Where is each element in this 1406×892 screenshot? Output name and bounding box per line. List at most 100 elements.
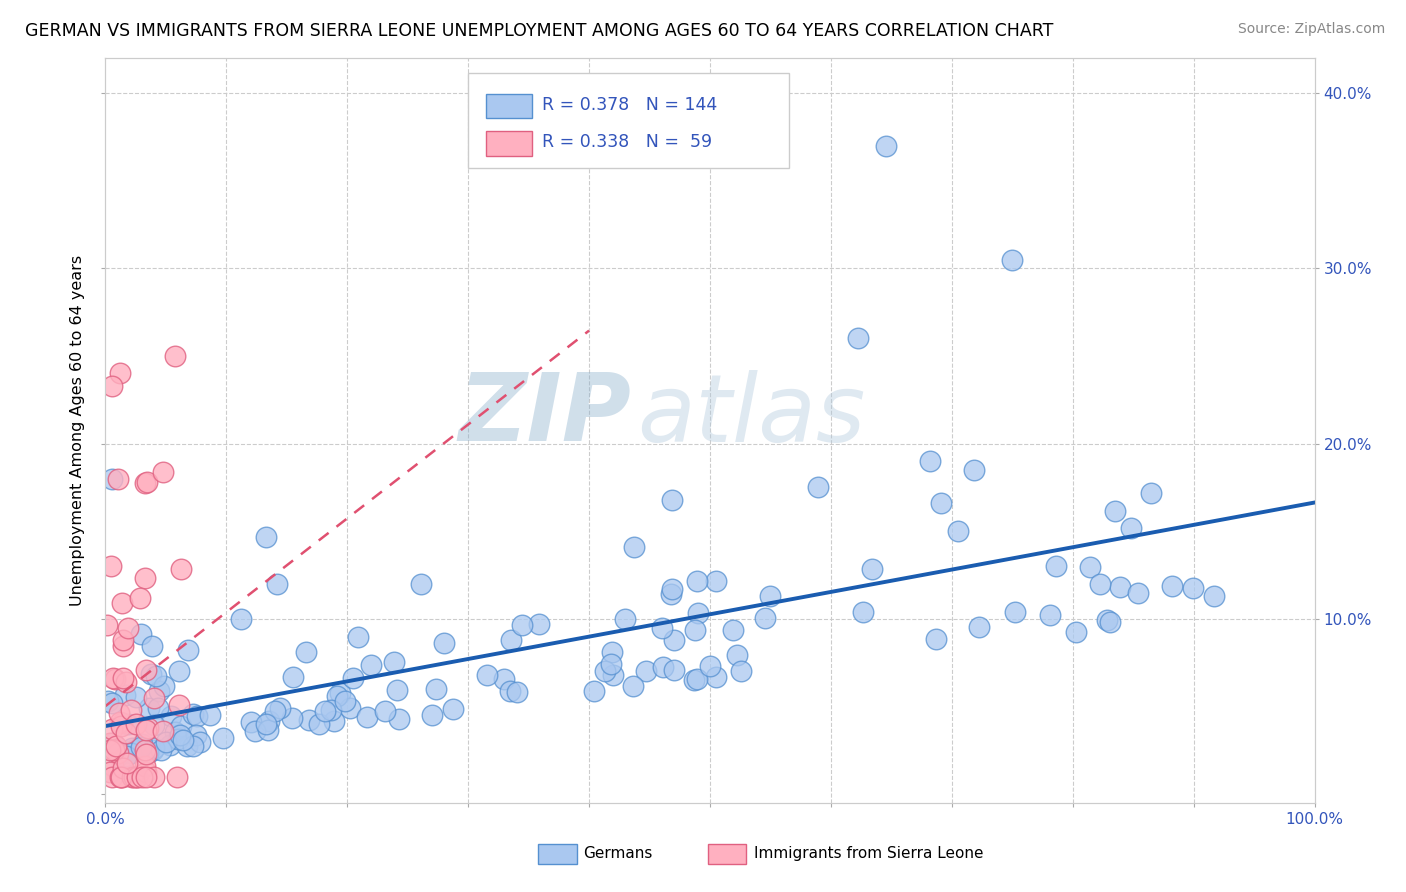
Point	[96, 617, 118, 632]
Point	[704, 574, 727, 588]
Bar	[538, 844, 576, 863]
Point	[183, 707, 205, 722]
Point	[111, 716, 134, 731]
Point	[101, 735, 124, 749]
Point	[101, 697, 124, 711]
Point	[152, 465, 174, 479]
Point	[165, 724, 187, 739]
Point	[117, 621, 139, 635]
Point	[704, 670, 727, 684]
Point	[115, 748, 138, 763]
Bar	[486, 131, 533, 155]
Point	[339, 700, 361, 714]
Point	[142, 741, 165, 756]
Point	[433, 635, 456, 649]
Point	[117, 716, 139, 731]
Point	[101, 723, 124, 737]
Point	[170, 719, 193, 733]
Point	[323, 714, 346, 729]
Point	[492, 673, 515, 687]
Point	[730, 664, 752, 678]
Point	[686, 606, 709, 620]
Point	[183, 739, 205, 754]
Text: Germans: Germans	[583, 846, 652, 861]
Point	[177, 643, 200, 657]
Point	[198, 708, 221, 723]
Point	[1039, 608, 1062, 623]
Point	[107, 748, 129, 763]
Point	[169, 698, 191, 712]
Point	[254, 716, 277, 731]
Point	[1140, 485, 1163, 500]
Point	[176, 739, 198, 754]
Point	[167, 731, 190, 746]
Point	[269, 701, 291, 715]
Point	[159, 738, 181, 752]
Point	[111, 596, 134, 610]
Point	[721, 624, 744, 638]
Point	[385, 682, 408, 697]
Point	[1181, 581, 1204, 595]
Point	[860, 562, 883, 576]
Point	[135, 764, 157, 779]
Point	[100, 765, 122, 780]
Point	[108, 770, 131, 784]
Point	[112, 639, 135, 653]
Point	[135, 475, 157, 489]
Point	[127, 770, 149, 784]
Point	[165, 349, 187, 363]
Text: GERMAN VS IMMIGRANTS FROM SIERRA LEONE UNEMPLOYMENT AMONG AGES 60 TO 64 YEARS CO: GERMAN VS IMMIGRANTS FROM SIERRA LEONE U…	[25, 22, 1053, 40]
Point	[420, 707, 443, 722]
Point	[264, 704, 287, 718]
Point	[136, 746, 159, 760]
Point	[925, 632, 948, 646]
Point	[683, 623, 706, 637]
Point	[661, 493, 683, 508]
Point	[1004, 605, 1026, 619]
Point	[498, 683, 520, 698]
Point	[142, 691, 165, 706]
Point	[1104, 504, 1126, 518]
Point	[600, 645, 623, 659]
Point	[661, 582, 683, 596]
Point	[103, 671, 125, 685]
Point	[308, 717, 330, 731]
Point	[166, 770, 188, 784]
Point	[281, 711, 304, 725]
Point	[686, 574, 709, 588]
Point	[155, 734, 177, 748]
Point	[136, 721, 159, 735]
Point	[499, 633, 522, 648]
Point	[634, 664, 657, 678]
Point	[295, 645, 318, 659]
Point	[125, 690, 148, 705]
Point	[146, 700, 169, 714]
Point	[477, 668, 499, 682]
Point	[374, 704, 396, 718]
Point	[1098, 615, 1121, 629]
Point	[186, 709, 208, 723]
Point	[135, 663, 157, 677]
Point	[124, 770, 146, 784]
Point	[333, 694, 356, 708]
Point	[409, 577, 432, 591]
Point	[281, 669, 304, 683]
Point	[1160, 579, 1182, 593]
Point	[506, 685, 529, 699]
Point	[1000, 252, 1022, 267]
Point	[441, 701, 464, 715]
Point	[152, 724, 174, 739]
Point	[101, 472, 124, 486]
Point	[98, 743, 121, 757]
Point	[120, 746, 142, 760]
Point	[142, 743, 165, 757]
Point	[257, 723, 280, 737]
Point	[754, 610, 776, 624]
Point	[1119, 521, 1142, 535]
Text: Immigrants from Sierra Leone: Immigrants from Sierra Leone	[754, 846, 983, 861]
Point	[142, 718, 165, 732]
Point	[135, 747, 157, 762]
Point	[1080, 560, 1102, 574]
Point	[101, 379, 124, 393]
Point	[129, 627, 152, 641]
